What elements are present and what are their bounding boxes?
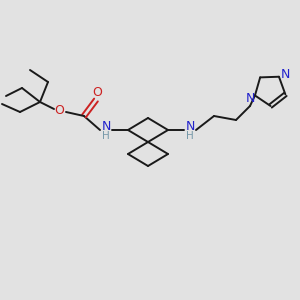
- Text: H: H: [186, 131, 194, 141]
- Text: N: N: [280, 68, 289, 81]
- Text: N: N: [101, 121, 111, 134]
- Text: H: H: [102, 131, 110, 141]
- Text: O: O: [92, 85, 102, 98]
- Text: O: O: [54, 103, 64, 116]
- Text: N: N: [185, 121, 195, 134]
- Text: N: N: [245, 92, 255, 105]
